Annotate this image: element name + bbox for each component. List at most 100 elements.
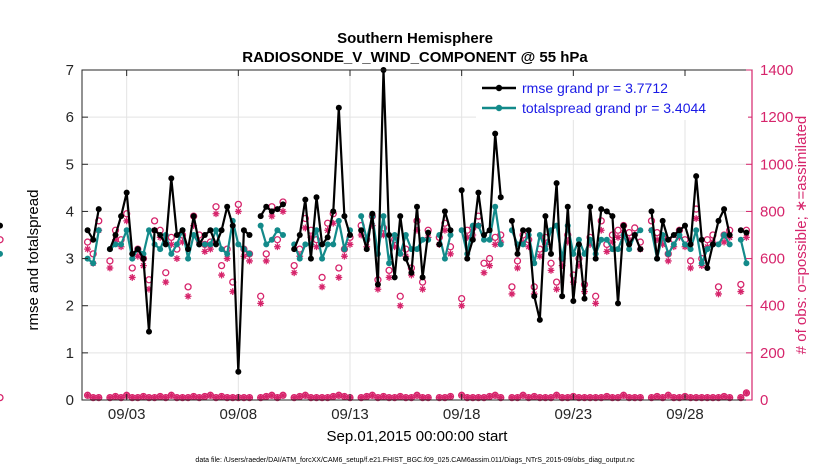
totalspread-point (157, 246, 164, 253)
assimilated-obs-marker (95, 394, 103, 402)
assimilated-obs-marker (106, 394, 114, 402)
assimilated-obs-marker (151, 394, 158, 402)
rmse-point (598, 206, 605, 213)
totalspread-point (319, 255, 326, 262)
totalspread-point (324, 241, 331, 248)
data-file-footer: data file: /Users/raeder/DAI/ATM_forcXX/… (195, 457, 635, 464)
totalspread-point (391, 232, 398, 238)
possible-obs-marker (686, 257, 695, 265)
rmse-point (626, 241, 633, 248)
assimilated-obs-marker (542, 394, 549, 402)
assimilated-obs-marker (703, 394, 711, 402)
possible-obs-marker (458, 294, 466, 303)
rmse-point (698, 236, 705, 243)
rmse-point (90, 236, 97, 243)
assimilated-obs-marker (212, 394, 220, 402)
legend-totalspread-label: totalspread grand pr = 3.4044 (522, 100, 706, 116)
totalspread-point (693, 227, 700, 234)
possible-obs-marker (128, 264, 136, 272)
assimilated-obs-marker (597, 394, 605, 402)
possible-obs-marker (508, 283, 516, 291)
possible-obs-marker (167, 233, 175, 242)
assimilated-obs-marker (162, 278, 170, 286)
totalspread-point (715, 241, 722, 248)
totalspread-point (447, 232, 454, 238)
totalspread-point (743, 260, 750, 267)
totalspread-point (263, 241, 270, 248)
rmse-point (414, 203, 420, 210)
rmse-point (274, 206, 281, 213)
possible-obs-marker (714, 283, 723, 291)
assimilated-obs-marker (603, 393, 611, 400)
assimilated-obs-marker (274, 243, 281, 251)
assimilated-obs-marker (709, 394, 717, 402)
rmse-point (458, 187, 465, 194)
assimilated-obs-marker (469, 394, 477, 402)
assimilated-obs-marker (218, 393, 225, 400)
rmse-point (324, 234, 331, 241)
x-tick-label: 09/13 (331, 406, 369, 423)
rmse-point (369, 210, 376, 217)
possible-obs-marker (0, 236, 4, 244)
assimilated-obs-marker (128, 274, 136, 281)
assimilated-obs-marker (84, 391, 91, 399)
possible-obs-marker (0, 393, 4, 402)
assimilated-obs-marker (664, 257, 672, 265)
assimilated-obs-marker (625, 394, 633, 402)
assimilated-obs-marker (441, 226, 449, 234)
assimilated-obs-marker (508, 394, 516, 402)
rmse-point (581, 295, 588, 302)
assimilated-obs-marker (307, 233, 315, 241)
assimilated-obs-marker (290, 394, 298, 402)
totalspread-point (665, 250, 672, 257)
rmse-point (129, 250, 136, 257)
assimilated-obs-marker (447, 393, 454, 400)
assimilated-obs-marker (575, 394, 583, 402)
x-tick-label: 09/23 (555, 406, 593, 423)
totalspread-point (704, 246, 711, 253)
possible-obs-marker (552, 278, 561, 286)
assimilated-obs-marker (564, 394, 572, 402)
assimilated-obs-marker (112, 236, 119, 244)
rmse-point (587, 203, 594, 210)
assimilated-obs-marker (374, 394, 382, 402)
possible-obs-marker (212, 203, 220, 211)
assimilated-obs-marker (324, 226, 332, 234)
possible-obs-marker (257, 292, 265, 300)
assimilated-obs-marker (536, 394, 544, 402)
assimilated-obs-marker (346, 241, 354, 248)
y2-tick-label: 200 (760, 345, 785, 362)
assimilated-obs-marker (391, 394, 399, 402)
legend-box (476, 76, 748, 120)
rmse-point (330, 208, 337, 215)
assimilated-obs-marker (597, 226, 605, 234)
totalspread-point (670, 241, 677, 248)
legend: rmse grand pr = 3.7712 totalspread grand… (476, 76, 748, 120)
assimilated-obs-marker (586, 394, 594, 402)
y-tick-label: 7 (66, 62, 74, 79)
assimilated-obs-marker (195, 394, 203, 402)
assimilated-obs-marker (246, 257, 253, 265)
totalspread-point (481, 236, 487, 243)
possible-obs-marker (262, 250, 270, 258)
possible-obs-marker (234, 200, 242, 209)
assimilated-obs-marker (145, 394, 153, 402)
y2-tick-label: 1200 (760, 109, 793, 126)
rmse-point (229, 222, 236, 229)
assimilated-obs-marker (167, 241, 175, 248)
assimilated-obs-marker (530, 393, 538, 400)
rmse-point (358, 227, 365, 234)
rmse-point (397, 213, 404, 220)
rmse-point (218, 227, 225, 234)
totalspread-point (570, 250, 577, 257)
assimilated-obs-marker (145, 285, 153, 293)
assimilated-obs-marker (720, 393, 728, 400)
rmse-point (257, 213, 264, 220)
rmse-point (313, 194, 320, 201)
rmse-point (693, 173, 700, 180)
assimilated-obs-marker (698, 394, 706, 402)
assimilated-obs-marker (207, 391, 214, 399)
assimilated-obs-marker (223, 255, 231, 262)
rmse-point (302, 196, 309, 203)
rmse-point (475, 189, 482, 196)
